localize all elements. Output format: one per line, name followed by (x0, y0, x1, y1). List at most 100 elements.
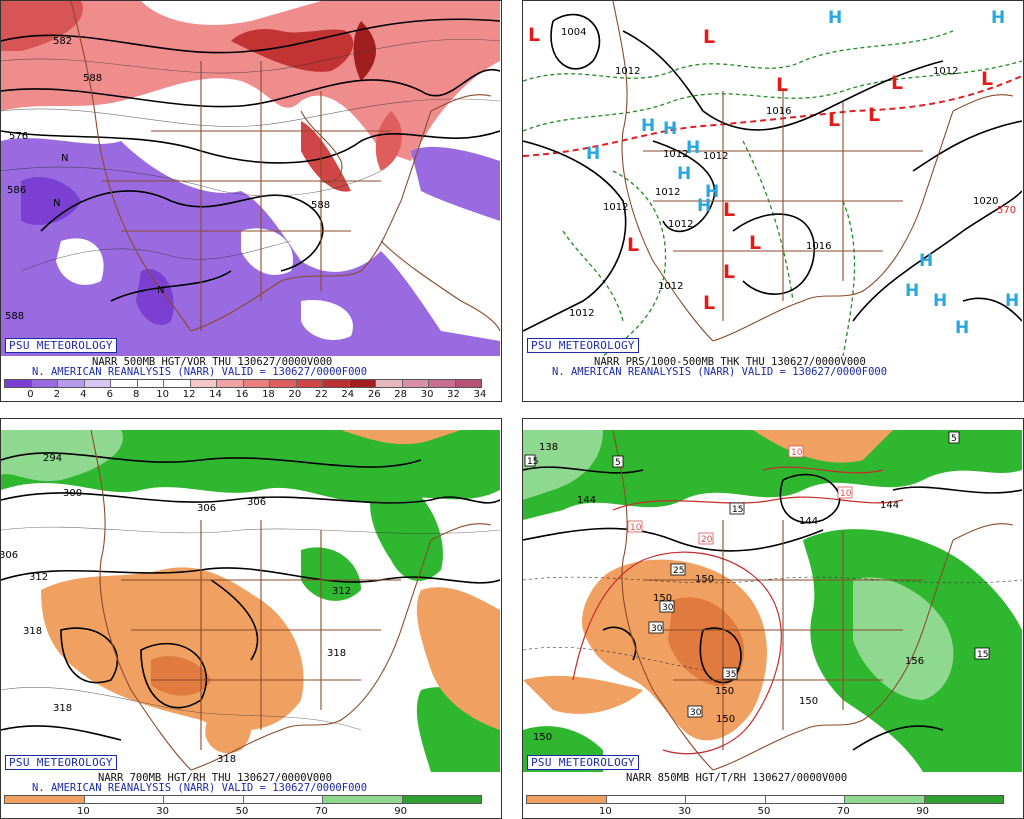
high-marker: H (933, 291, 947, 311)
map-surface-svg: 1004 1012 1012 1012 1012 1012 1012 1012 … (523, 1, 1022, 356)
contour-label: 312 (332, 586, 351, 597)
colorbar-tick-label: 22 (314, 389, 328, 400)
colorbar-tick-label: 70 (836, 806, 850, 817)
contour-label: 150 (533, 732, 552, 743)
map-700mb: 294 300 306 306 306 312 312 318 318 318 … (1, 430, 500, 772)
colorbar-swatch (845, 796, 925, 803)
low-marker: L (776, 74, 788, 96)
low-marker: L (528, 24, 540, 46)
high-marker: H (991, 8, 1005, 28)
contour-label: 588 (5, 311, 24, 322)
isobar-label: 1016 (766, 106, 791, 117)
colorbar-swatch (111, 380, 138, 387)
contour-label: 576 (9, 131, 28, 142)
high-marker: H (905, 281, 919, 301)
temp-box: 15 (527, 457, 538, 467)
contour-label: 156 (905, 656, 924, 667)
low-marker: L (627, 234, 639, 256)
low-marker: L (981, 68, 993, 90)
panel-700mb-rh: 294 300 306 306 306 312 312 318 318 318 … (0, 418, 502, 819)
isobar-label: 1012 (655, 187, 680, 198)
contour-label: 294 (43, 453, 62, 464)
colorbar-tick-label: 0 (27, 389, 34, 400)
map-850mb: 138 144 144 144 150 150 150 150 150 156 … (523, 430, 1022, 772)
contour-label: 150 (653, 593, 672, 604)
high-marker: H (919, 251, 933, 271)
temp-box: 10 (840, 489, 852, 499)
high-marker: H (641, 116, 655, 136)
contour-label: 138 (539, 442, 558, 453)
colorbar-tick-label: 70 (314, 806, 328, 817)
colorbar-swatch (765, 796, 845, 803)
panel-caption-valid: N. AMERICAN REANALYSIS (NARR) VALID = 13… (32, 366, 368, 378)
isobar-label: 1012 (569, 308, 594, 319)
colorbar-swatch (31, 380, 58, 387)
colorbar-tick-label: 10 (598, 806, 612, 817)
colorbar-tick-label: 90 (916, 806, 930, 817)
colorbar-swatch (270, 380, 297, 387)
map-700mb-svg: 294 300 306 306 306 312 312 318 318 318 … (1, 430, 500, 772)
colorbar-tick-label: 4 (80, 389, 87, 400)
high-marker: H (1005, 291, 1019, 311)
colorbar-swatch (164, 796, 244, 803)
contour-label: 300 (63, 488, 82, 499)
low-marker: L (723, 199, 735, 221)
high-marker: H (686, 138, 700, 158)
brand-label: PSU METEOROLOGY (5, 338, 117, 353)
colorbar-swatch (243, 796, 323, 803)
panel-border (0, 0, 502, 402)
contour-label: 318 (327, 648, 346, 659)
colorbar-tick-label: 32 (447, 389, 460, 400)
low-marker: L (828, 109, 840, 131)
colorbar-tick-label: 14 (209, 389, 222, 400)
colorbar-ticks: 10 30 50 70 90 (526, 806, 1002, 818)
map-500mb-svg: 582 586 576 588 588 588 N N N (1, 1, 500, 356)
colorbar-tick-label: 26 (367, 389, 381, 400)
low-marker: L (868, 104, 880, 126)
contour-label: 150 (716, 714, 735, 725)
temp-box: 20 (701, 535, 713, 545)
colorbar-tick-label: 34 (473, 389, 487, 400)
colorbar-swatch (84, 380, 111, 387)
colorbar-swatch (296, 380, 323, 387)
colorbar-swatch (323, 796, 403, 803)
temp-box: 10 (630, 523, 642, 533)
colorbar-swatch (402, 380, 429, 387)
temp-box: 30 (662, 603, 674, 613)
colorbar-swatch (455, 380, 481, 387)
colorbar-swatch (924, 796, 1003, 803)
contour-label: 306 (1, 550, 18, 561)
colorbar-tick-label: 30 (156, 806, 170, 817)
colorbar-tick-label: 10 (156, 389, 170, 400)
colorbar-tick-label: 20 (288, 389, 302, 400)
temp-box: 30 (690, 708, 702, 718)
colorbar-swatch (606, 796, 686, 803)
colorbar-tick-label: 30 (678, 806, 692, 817)
vort-marker: N (61, 153, 68, 164)
contour-label: 582 (53, 36, 72, 47)
colorbar-swatch (5, 380, 32, 387)
panel-surface-pressure: 1004 1012 1012 1012 1012 1012 1012 1012 … (522, 0, 1024, 402)
low-marker: L (891, 72, 903, 94)
colorbar-tick-label: 10 (76, 806, 90, 817)
contour-label: 150 (799, 696, 818, 707)
high-marker: H (705, 182, 719, 202)
colorbar-tick-label: 24 (341, 389, 355, 400)
brand-label: PSU METEOROLOGY (5, 755, 117, 770)
panel-caption: NARR 850MB HGT/T/RH 130627/0000V000 (626, 772, 848, 784)
colorbar-swatch (243, 380, 270, 387)
contour-label: 318 (23, 626, 42, 637)
colorbar-swatch (376, 380, 403, 387)
vort-marker: N (53, 198, 60, 209)
colorbar-swatch (349, 380, 376, 387)
colorbar-ticks: 10 30 50 70 90 (4, 806, 480, 818)
colorbar-swatch (5, 796, 85, 803)
low-marker: L (749, 232, 761, 254)
low-marker: L (723, 261, 735, 283)
vort-marker: N (157, 285, 164, 296)
panel-caption: NARR 700MB HGT/RH THU 130627/0000V000 (98, 772, 332, 784)
colorbar-tick-label: 16 (235, 389, 249, 400)
colorbar-tick-label: 18 (262, 389, 275, 400)
low-marker: L (703, 26, 715, 48)
colorbar-swatch (402, 796, 481, 803)
